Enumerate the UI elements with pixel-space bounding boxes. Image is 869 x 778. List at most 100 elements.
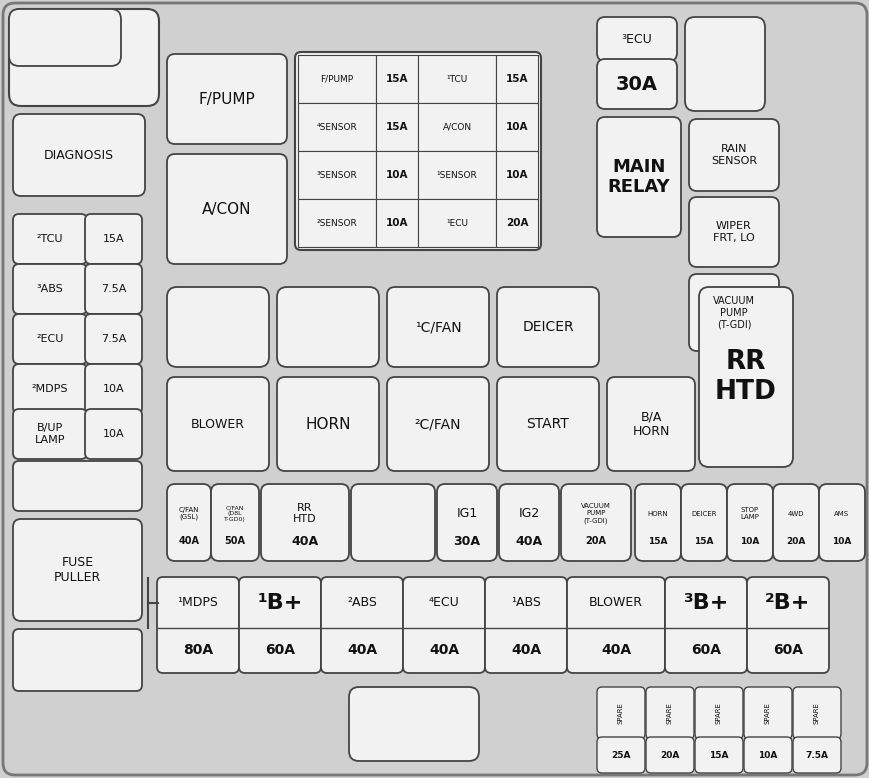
FancyBboxPatch shape <box>276 377 379 471</box>
Text: HORN: HORN <box>305 416 350 432</box>
Text: 10A: 10A <box>103 429 124 439</box>
FancyBboxPatch shape <box>746 577 828 673</box>
Text: ¹TCU: ¹TCU <box>446 75 468 83</box>
FancyBboxPatch shape <box>694 737 742 773</box>
FancyBboxPatch shape <box>387 377 488 471</box>
Text: ³ABS: ³ABS <box>36 284 63 294</box>
FancyBboxPatch shape <box>85 214 142 264</box>
Text: 60A: 60A <box>265 643 295 657</box>
FancyBboxPatch shape <box>167 484 211 561</box>
Text: ²B+: ²B+ <box>765 593 810 613</box>
Text: BLOWER: BLOWER <box>588 597 642 609</box>
Text: 10A: 10A <box>505 122 527 132</box>
Text: SPARE: SPARE <box>715 702 721 724</box>
FancyBboxPatch shape <box>596 17 676 61</box>
FancyBboxPatch shape <box>688 119 778 191</box>
Text: 15A: 15A <box>385 74 408 84</box>
Text: 7.5A: 7.5A <box>101 334 126 344</box>
Text: 40A: 40A <box>428 643 459 657</box>
Text: C/FAN
(D8L
T-GD0): C/FAN (D8L T-GD0) <box>224 505 246 522</box>
FancyBboxPatch shape <box>743 687 791 739</box>
Bar <box>375 151 417 199</box>
Bar <box>375 103 417 151</box>
FancyBboxPatch shape <box>167 287 269 367</box>
FancyBboxPatch shape <box>387 287 488 367</box>
Text: 10A: 10A <box>758 751 777 759</box>
Bar <box>417 151 495 199</box>
Text: 30A: 30A <box>453 534 480 548</box>
FancyBboxPatch shape <box>688 197 778 267</box>
Text: DIAGNOSIS: DIAGNOSIS <box>44 149 114 162</box>
Text: 15A: 15A <box>693 537 713 545</box>
Text: DEICER: DEICER <box>691 510 716 517</box>
Text: 50A: 50A <box>224 536 245 546</box>
FancyBboxPatch shape <box>85 409 142 459</box>
FancyBboxPatch shape <box>496 287 599 367</box>
FancyBboxPatch shape <box>596 117 680 237</box>
Text: 40A: 40A <box>514 534 542 548</box>
Text: F/PUMP: F/PUMP <box>198 92 255 107</box>
Text: 15A: 15A <box>708 751 728 759</box>
FancyBboxPatch shape <box>9 9 159 106</box>
Text: SPARE: SPARE <box>764 702 770 724</box>
Text: SPARE: SPARE <box>617 702 623 724</box>
FancyBboxPatch shape <box>561 484 630 561</box>
Text: ¹C/FAN: ¹C/FAN <box>415 320 461 334</box>
FancyBboxPatch shape <box>698 287 792 467</box>
FancyBboxPatch shape <box>167 54 287 144</box>
Text: AMS: AMS <box>833 510 849 517</box>
FancyBboxPatch shape <box>13 314 87 364</box>
Text: ¹ECU: ¹ECU <box>446 219 468 227</box>
Bar <box>495 103 537 151</box>
Text: A/CON: A/CON <box>202 202 251 216</box>
Text: 4WD: 4WD <box>786 510 803 517</box>
Text: IG1: IG1 <box>456 507 477 520</box>
Text: ⁴SENSOR: ⁴SENSOR <box>316 122 357 131</box>
FancyBboxPatch shape <box>792 687 840 739</box>
Text: BLOWER: BLOWER <box>191 418 245 430</box>
Text: ²C/FAN: ²C/FAN <box>415 417 461 431</box>
Text: START: START <box>526 417 568 431</box>
Text: ¹SENSOR: ¹SENSOR <box>436 170 477 180</box>
FancyBboxPatch shape <box>13 519 142 621</box>
Text: RAIN
SENSOR: RAIN SENSOR <box>710 144 756 166</box>
Text: 30A: 30A <box>615 75 657 93</box>
Text: DEICER: DEICER <box>521 320 574 334</box>
Text: 20A: 20A <box>505 218 527 228</box>
FancyBboxPatch shape <box>664 577 746 673</box>
FancyBboxPatch shape <box>646 737 693 773</box>
Text: FUSE
PULLER: FUSE PULLER <box>54 556 101 584</box>
FancyBboxPatch shape <box>85 264 142 314</box>
FancyBboxPatch shape <box>167 377 269 471</box>
Text: SPARE: SPARE <box>667 702 673 724</box>
Text: 15A: 15A <box>505 74 527 84</box>
FancyBboxPatch shape <box>211 484 259 561</box>
Text: ³SENSOR: ³SENSOR <box>316 170 357 180</box>
FancyBboxPatch shape <box>402 577 484 673</box>
FancyBboxPatch shape <box>818 484 864 561</box>
Text: ⁴ECU: ⁴ECU <box>428 597 459 609</box>
Text: ²TCU: ²TCU <box>36 234 63 244</box>
Text: 10A: 10A <box>385 170 408 180</box>
Text: 60A: 60A <box>773 643 802 657</box>
Bar <box>495 151 537 199</box>
FancyBboxPatch shape <box>295 52 541 250</box>
Text: ³ECU: ³ECU <box>621 33 652 45</box>
Text: 10A: 10A <box>832 537 851 545</box>
Text: ²SENSOR: ²SENSOR <box>316 219 357 227</box>
Text: A/CON: A/CON <box>442 122 471 131</box>
FancyBboxPatch shape <box>156 577 239 673</box>
FancyBboxPatch shape <box>167 154 287 264</box>
FancyBboxPatch shape <box>13 214 87 264</box>
Text: ²MDPS: ²MDPS <box>31 384 68 394</box>
Text: 10A: 10A <box>385 218 408 228</box>
Text: ²ABS: ²ABS <box>347 597 376 609</box>
Bar <box>298 55 375 103</box>
Text: MAIN
RELAY: MAIN RELAY <box>607 158 669 196</box>
FancyBboxPatch shape <box>13 409 87 459</box>
Text: VACUUM
PUMP
(T-GDI): VACUUM PUMP (T-GDI) <box>580 503 610 524</box>
Bar <box>495 55 537 103</box>
Bar <box>417 103 495 151</box>
Text: 40A: 40A <box>600 643 630 657</box>
FancyBboxPatch shape <box>567 577 664 673</box>
